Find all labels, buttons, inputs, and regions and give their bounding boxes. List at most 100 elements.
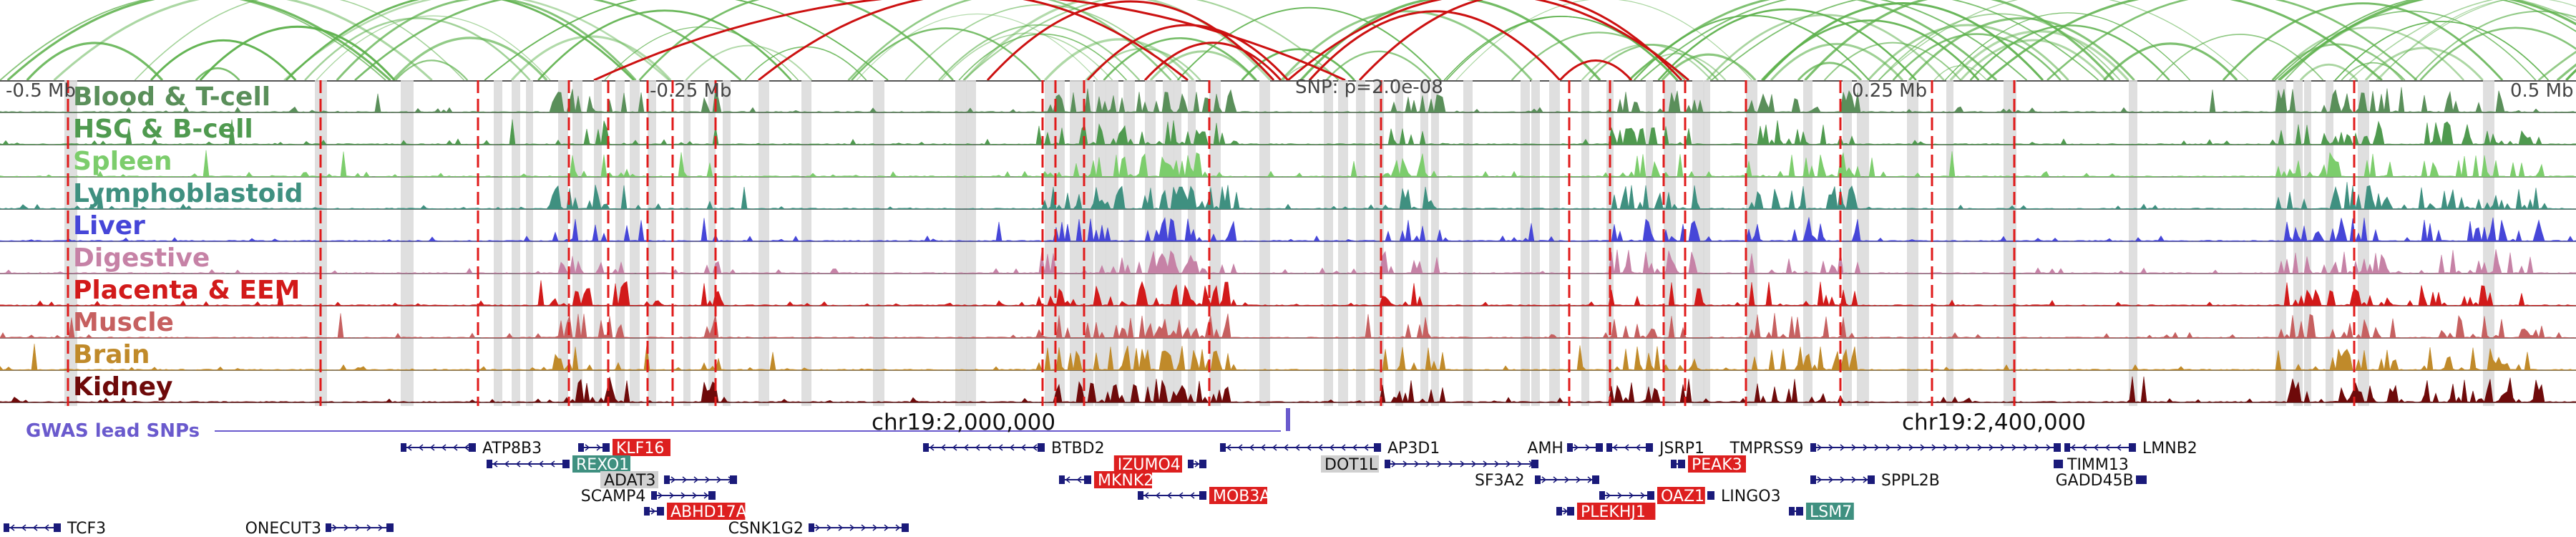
- gene-mknk2[interactable]: MKNK2: [1059, 471, 1153, 490]
- loop-arc: [1661, 53, 1757, 82]
- exon: [730, 475, 737, 484]
- loop-arc: [1986, 0, 2383, 82]
- strand-chevron-icon: [332, 524, 338, 531]
- highlight-region: [2293, 80, 2303, 406]
- strand-chevron-icon: [1329, 444, 1335, 451]
- gene-peak3[interactable]: PEAK3: [1671, 455, 1746, 474]
- strand-chevron-icon: [670, 476, 676, 483]
- highlight-region: [723, 80, 731, 406]
- loop-arc: [1043, 38, 1194, 82]
- strand-chevron-icon: [986, 444, 992, 451]
- gene-highlight-box: [572, 455, 630, 473]
- chromosome-coordinates: chr19:2,000,000 chr19:2,400,000: [872, 410, 2086, 435]
- highlight-region: [1324, 80, 1333, 406]
- gene-lmnb2[interactable]: LMNB2: [2064, 440, 2197, 458]
- loop-arc: [1969, 24, 2170, 81]
- highlight-region: [873, 80, 884, 406]
- gene-onecut3[interactable]: ONECUT3: [245, 520, 394, 537]
- strand-chevron-icon: [1425, 460, 1431, 468]
- exon: [1810, 475, 1816, 484]
- gene-ap3d1[interactable]: AP3D1: [1220, 440, 1440, 458]
- strand-chevron-icon: [1587, 476, 1593, 483]
- gene-rexo1[interactable]: REXO1: [487, 455, 630, 474]
- track-muscle: [0, 313, 2576, 339]
- strand-chevron-icon: [929, 444, 935, 451]
- strand-chevron-icon: [1920, 444, 1926, 451]
- gene-oaz1[interactable]: OAZ1: [1599, 487, 1705, 505]
- highlight-region: [1692, 80, 1704, 406]
- gene-label: TMPRSS9: [1729, 440, 1804, 458]
- gene-sf3a2[interactable]: SF3A2: [1475, 472, 1599, 490]
- exon: [1671, 460, 1677, 468]
- exon: [386, 523, 394, 532]
- exon: [1556, 507, 1562, 516]
- gene-plekhj1[interactable]: PLEKHJ1: [1556, 503, 1656, 521]
- gene-mob3a[interactable]: MOB3A: [1138, 487, 1270, 505]
- loop-arc: [2348, 0, 2494, 81]
- gene-adat3[interactable]: ADAT3: [600, 471, 737, 490]
- gene-jsrp1[interactable]: JSRP1: [1606, 440, 1704, 458]
- track-label: Lymphoblastoid: [73, 179, 303, 208]
- loop-arc: [6, 0, 391, 82]
- highlight-region: [494, 80, 502, 406]
- highlight-region: [1646, 80, 1653, 406]
- gene-highlight-box: [1321, 455, 1379, 473]
- strand-chevron-icon: [1178, 492, 1184, 499]
- strand-chevron-icon: [1851, 444, 1857, 451]
- track-spleen: [0, 150, 2576, 178]
- gene-abhd17a[interactable]: ABHD17A: [644, 503, 747, 521]
- gene-label: OAZ1: [1661, 488, 1704, 505]
- loop-arc: [195, 67, 240, 81]
- strand-chevron-icon: [1249, 444, 1254, 451]
- gene-lsm7[interactable]: LSM7: [1789, 503, 1854, 521]
- exon: [644, 507, 650, 516]
- highlight-region: [1857, 80, 1869, 406]
- strand-chevron-icon: [1908, 444, 1914, 451]
- gene-scamp4[interactable]: SCAMP4: [581, 488, 716, 505]
- strand-chevron-icon: [1283, 444, 1289, 451]
- gene-tcf3[interactable]: TCF3: [4, 520, 106, 537]
- gene-amh[interactable]: AMH: [1527, 440, 1603, 458]
- loop-arc: [392, 37, 548, 82]
- gene-btbd2[interactable]: BTBD2: [923, 440, 1105, 458]
- signal-coverage: [0, 182, 2576, 210]
- gene-label: AMH: [1527, 440, 1563, 458]
- gene-lingo3[interactable]: LINGO3: [1707, 488, 1781, 505]
- axis-left-label: -0.5 Mb: [6, 80, 76, 102]
- strand-chevron-icon: [1506, 460, 1511, 468]
- gene-klf16[interactable]: KLF16: [578, 439, 670, 458]
- gene-izumo4[interactable]: IZUMO4: [1113, 455, 1206, 474]
- gene-dot1l[interactable]: DOT1L: [1321, 455, 1538, 474]
- loop-arc-significant: [1308, 10, 1561, 82]
- loop-arc: [1706, 14, 1945, 81]
- loop-arc: [150, 39, 297, 82]
- gene-csnk1g2[interactable]: CSNK1G2: [728, 520, 909, 537]
- signal-tracks: [0, 87, 2576, 404]
- gene-sppl2b[interactable]: SPPL2B: [1810, 472, 1940, 490]
- exon: [1606, 443, 1612, 452]
- loop-arc: [510, 35, 672, 82]
- track-label: HSC & B-cell: [73, 115, 253, 144]
- loop-arc: [1588, 44, 1719, 81]
- highlight-region: [1188, 80, 1196, 406]
- highlight-region: [512, 80, 520, 406]
- gene-label: ADAT3: [604, 472, 655, 490]
- highlight-region: [1259, 80, 1270, 406]
- gene-atp8b3[interactable]: ATP8B3: [401, 440, 542, 458]
- gene-timm13[interactable]: TIMM13: [2054, 456, 2129, 474]
- gene-tmprss9[interactable]: TMPRSS9: [1729, 440, 2061, 458]
- strand-chevron-icon: [1931, 444, 1937, 451]
- exon: [1188, 460, 1194, 468]
- signal-coverage: [0, 376, 2576, 404]
- gene-gadd45b[interactable]: GADD45B: [2056, 472, 2147, 490]
- highlight-region: [630, 80, 640, 406]
- gene-highlight-box: [1113, 455, 1182, 473]
- highlight-region: [594, 80, 602, 406]
- loop-arc-significant: [1086, 24, 1289, 82]
- axis-minus-quarter-label: -0.25 Mb: [650, 80, 731, 102]
- loop-arc: [1325, 50, 1432, 81]
- loop-arc: [1280, 10, 1533, 82]
- signal-coverage: [0, 216, 2576, 242]
- strand-chevron-icon: [44, 524, 49, 531]
